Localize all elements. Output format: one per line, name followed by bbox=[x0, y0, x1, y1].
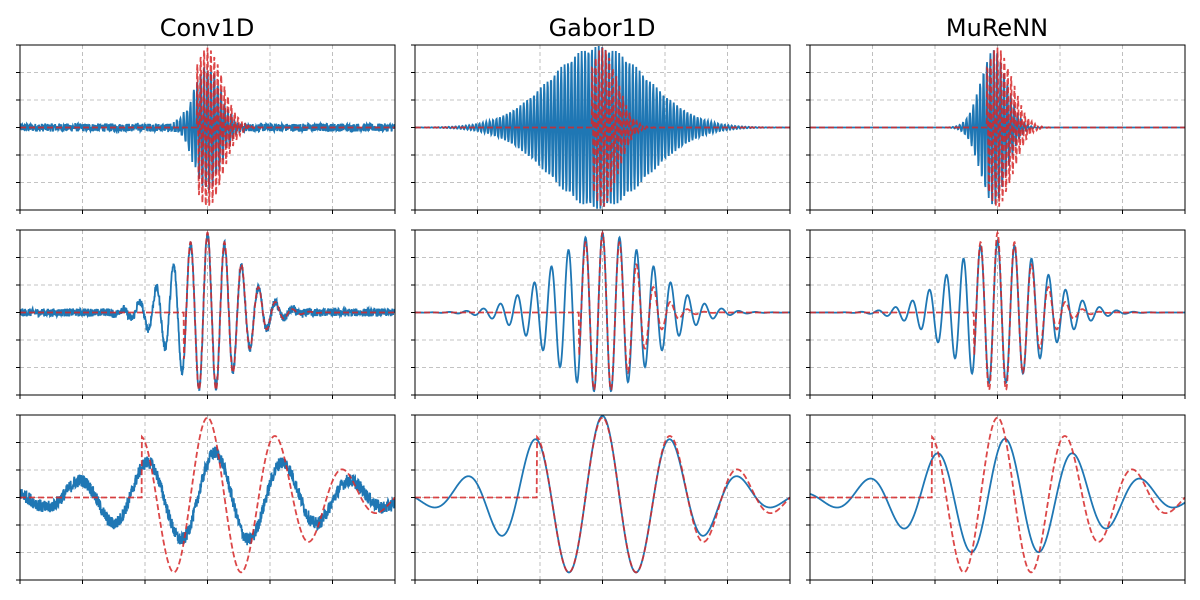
panel bbox=[806, 44, 1186, 214]
panel bbox=[806, 414, 1186, 584]
series-target bbox=[810, 47, 1185, 207]
series-target bbox=[415, 416, 790, 574]
panels-grid bbox=[16, 44, 1186, 584]
series-target bbox=[20, 416, 395, 574]
panel bbox=[16, 229, 396, 399]
series-target bbox=[20, 231, 395, 391]
series-learned bbox=[810, 238, 1185, 385]
series-learned bbox=[415, 415, 790, 574]
panel bbox=[411, 229, 791, 399]
panel bbox=[16, 414, 396, 584]
series-learned bbox=[20, 445, 395, 546]
series-target bbox=[810, 230, 1185, 392]
panel bbox=[806, 229, 1186, 399]
panel bbox=[16, 44, 396, 214]
column-title-gabor1d: Gabor1D bbox=[549, 14, 656, 42]
series-target bbox=[415, 230, 790, 392]
column-title-murenn: MuReNN bbox=[946, 14, 1048, 42]
series-target bbox=[810, 416, 1185, 574]
series-learned bbox=[810, 437, 1185, 554]
panel bbox=[411, 44, 791, 214]
series-target bbox=[415, 47, 790, 207]
column-title-conv1d: Conv1D bbox=[160, 14, 255, 42]
panel bbox=[411, 414, 791, 584]
series-target bbox=[20, 47, 395, 206]
